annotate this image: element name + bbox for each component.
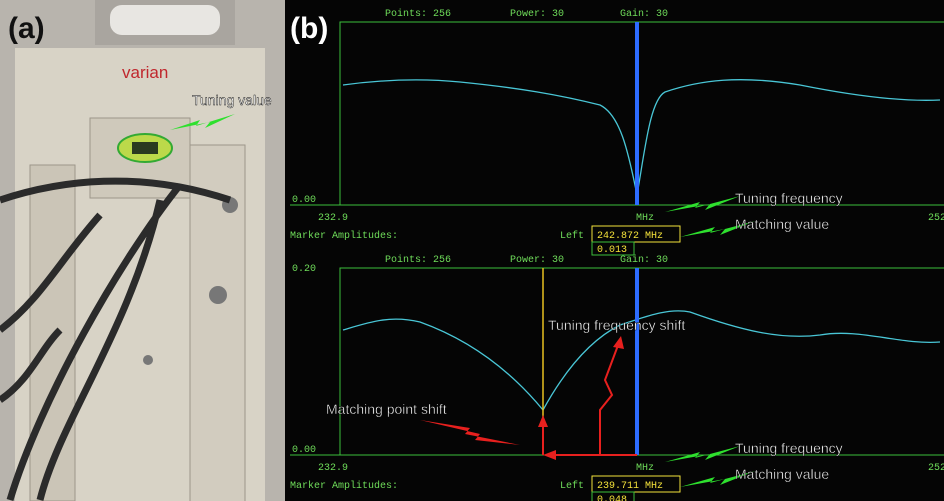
x-unit: MHz xyxy=(636,213,654,224)
x-label: 232.9 xyxy=(318,213,348,224)
panel-label: (b) xyxy=(290,12,328,45)
annotation: Matching value xyxy=(735,466,829,482)
annotation: Matching point shift xyxy=(326,401,447,417)
header-text: Points: 256 xyxy=(385,254,451,266)
y-label: 0.20 xyxy=(292,264,316,275)
brand: varian xyxy=(122,63,168,82)
marker-value: 0.048 xyxy=(597,495,627,501)
marker-freq: 242.872 MHz xyxy=(597,231,663,242)
display-digits xyxy=(132,142,158,154)
marker-label: Marker Amplitudes: xyxy=(290,230,398,242)
header-text: Power: 30 xyxy=(510,255,564,266)
marker-side: Left xyxy=(560,230,584,242)
x-label: 252.9 xyxy=(928,213,944,224)
x-label: 232.9 xyxy=(318,463,348,474)
connector xyxy=(143,355,153,365)
y-label: 0.00 xyxy=(292,195,316,206)
connector xyxy=(209,286,227,304)
marker-freq: 239.711 MHz xyxy=(597,481,663,492)
annotation: Tuning value xyxy=(192,92,272,108)
figure: (a) varian Tuning value (b) Points: 256 P… xyxy=(0,0,944,501)
annotation: Tuning frequency shift xyxy=(548,317,685,333)
x-unit: MHz xyxy=(636,463,654,474)
left-module xyxy=(30,165,75,501)
marker-label: Marker Amplitudes: xyxy=(290,480,398,492)
page: {"panel_a": {"label": "(a)", "brand": "v… xyxy=(0,0,944,501)
header-text: Power: 30 xyxy=(510,9,564,20)
annotation: Matching value xyxy=(735,216,829,232)
annotation: Tuning frequency xyxy=(735,190,843,206)
marker-side: Left xyxy=(560,480,584,492)
photo-panel: (a) varian Tuning value xyxy=(0,0,285,501)
y-label: 0.00 xyxy=(292,445,316,456)
header-text: Points: 256 xyxy=(385,8,451,20)
panel-label: (a) xyxy=(8,12,45,45)
x-label: 252.9 xyxy=(928,463,944,474)
handle-hole xyxy=(110,5,220,35)
header-text: Gain: 30 xyxy=(620,8,668,20)
annotation: Tuning frequency xyxy=(735,440,843,456)
header-text: Gain: 30 xyxy=(620,254,668,266)
